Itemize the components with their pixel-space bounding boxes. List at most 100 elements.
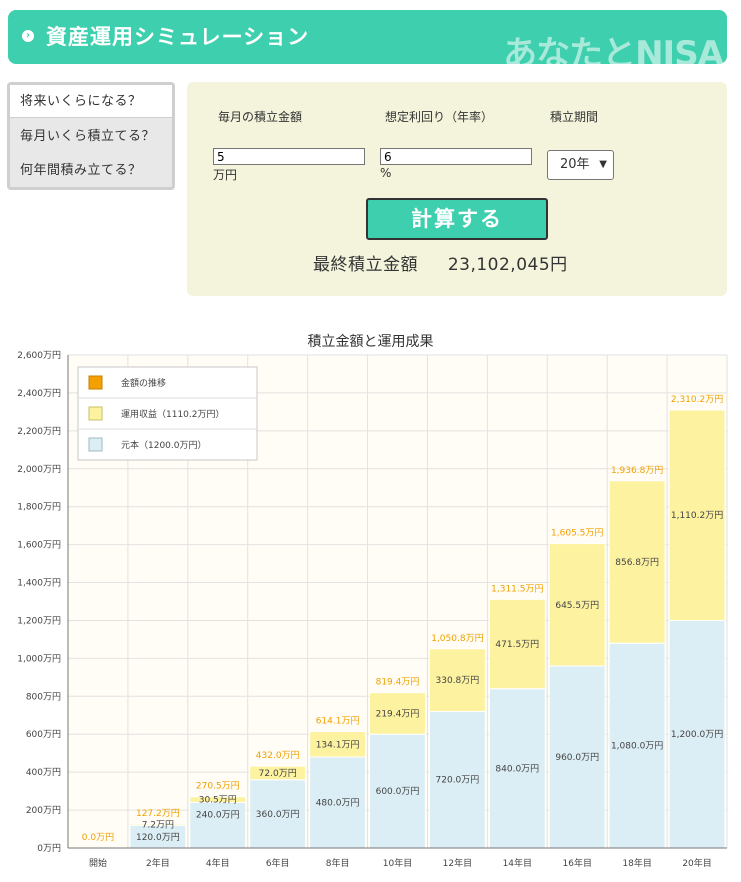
y-tick-label: 2,000万円 [17,464,61,475]
principal-value-label: 600.0万円 [376,786,420,797]
legend-box [77,366,258,461]
total-value-label: 1,311.5万円 [491,583,543,594]
total-value-label: 270.5万円 [196,781,240,792]
final-amount-result: 最終積立金額 23,102,045円 [313,250,568,275]
rate-label: 想定利回り（年率） [385,110,494,124]
gain-value-label: 856.8万円 [615,557,659,568]
final-amount-value: 23,102,045円 [447,255,568,275]
principal-value-label: 720.0万円 [436,775,480,786]
principal-bar [249,779,307,849]
principal-value-label: 840.0万円 [495,763,539,774]
period-label: 積立期間 [550,110,599,124]
principal-value-label: 1,200.0万円 [671,729,723,740]
gain-value-label: 1,110.2万円 [671,510,723,521]
legend-swatch [88,406,103,421]
y-tick-label: 1,600万円 [17,540,61,551]
legend-swatch [88,437,103,452]
legend-label: 金額の推移 [121,377,166,389]
gain-bar [668,409,726,621]
principal-bar [608,642,666,849]
calculate-button[interactable]: 計算する [366,198,548,240]
legend-swatch [88,375,103,390]
total-value-label: 1,936.8万円 [611,465,663,476]
y-tick-label: 400万円 [26,767,61,778]
gain-bar [249,765,307,781]
principal-value-label: 480.0万円 [316,797,360,808]
principal-bar [428,710,486,849]
rate-unit: % [380,166,392,180]
y-tick-label: 800万円 [26,691,61,702]
gain-bar [309,731,367,758]
tab-future-amount[interactable]: 将来いくらになる？ [10,85,172,118]
gain-value-label: 134.1万円 [316,739,360,750]
principal-bar [189,801,247,849]
gain-bar [488,598,546,690]
rate-input[interactable] [380,148,532,165]
tab-years[interactable]: 何年間積み立てる？ [20,163,142,178]
gain-value-label: 471.5万円 [495,639,539,650]
monthly-amount-unit: 万円 [213,168,238,182]
gain-bar [428,648,486,712]
legend-label: 元本（1200.0万円） [121,439,207,451]
mode-tabs: 将来いくらになる？ 毎月いくら積立てる？ 何年間積み立てる？ [7,82,175,190]
period-select[interactable]: 20年 ▼ [547,150,614,180]
total-value-label: 614.1万円 [316,716,360,727]
app-header: › 資産運用シミュレーション あなたとNISA [8,10,727,64]
y-tick-label: 1,800万円 [17,502,61,513]
brand-logo: あなたとNISA [503,34,724,64]
y-tick-label: 2,400万円 [17,388,61,399]
y-tick-label: 0万円 [37,843,61,854]
y-tick-label: 1,000万円 [17,653,61,664]
principal-bar [488,688,546,849]
principal-value-label: 360.0万円 [256,809,300,820]
gain-value-label: 330.8万円 [436,675,480,686]
final-amount-label: 最終積立金額 [313,255,418,275]
x-tick-label: 4年目 [206,857,230,869]
principal-value-label: 960.0万円 [555,752,599,763]
gain-bar [608,480,666,644]
total-value-label: 819.4万円 [376,677,420,688]
y-tick-label: 1,200万円 [17,615,61,626]
y-tick-label: 200万円 [26,805,61,816]
total-value-label: 2,310.2万円 [671,394,723,405]
total-value-label: 432.0万円 [256,750,300,761]
chart-title: 積立金額と運用成果 [307,334,434,350]
gain-value-label: 72.0万円 [259,768,297,779]
x-tick-label: 16年目 [563,857,592,869]
gain-value-label: 7.2万円 [142,820,174,831]
gain-value-label: 219.4万円 [376,708,420,719]
y-tick-label: 2,600万円 [17,350,61,361]
input-panel: 毎月の積立金額 想定利回り（年率） 積立期間 万円 % 20年 ▼ 計算する 最… [187,82,727,296]
page-title: 資産運用シミュレーション [46,25,310,49]
y-tick-label: 600万円 [26,729,61,740]
y-tick-label: 2,200万円 [17,426,61,437]
principal-value-label: 1,080.0万円 [611,741,663,752]
x-tick-label: 2年目 [146,857,170,869]
principal-value-label: 120.0万円 [136,832,180,843]
x-tick-label: 14年目 [503,857,532,869]
x-tick-label: 18年目 [622,857,651,869]
total-value-label: 127.2万円 [136,808,180,819]
monthly-amount-input[interactable] [213,148,365,165]
chevron-right-icon: › [22,30,34,42]
gain-bar [548,543,606,667]
tab-monthly-amount[interactable]: 毎月いくら積立てる？ [20,129,156,144]
principal-bar [369,733,426,849]
principal-bar [668,619,726,849]
x-tick-label: 20年目 [682,857,711,869]
x-tick-label: 開始 [89,857,107,869]
total-value-label: 1,050.8万円 [431,633,483,644]
total-value-label: 0.0万円 [82,832,114,843]
x-tick-label: 8年目 [326,857,350,869]
chevron-down-icon: ▼ [599,159,607,170]
principal-bar [548,665,606,849]
legend-label: 運用収益（1110.2万円） [121,408,225,420]
x-tick-label: 10年目 [383,857,412,869]
gain-value-label: 645.5万円 [555,600,599,611]
y-tick-label: 1,400万円 [17,578,61,589]
gain-bar [189,796,247,803]
monthly-amount-label: 毎月の積立金額 [218,110,303,124]
gain-bar [369,692,426,735]
gain-bar [129,823,187,826]
